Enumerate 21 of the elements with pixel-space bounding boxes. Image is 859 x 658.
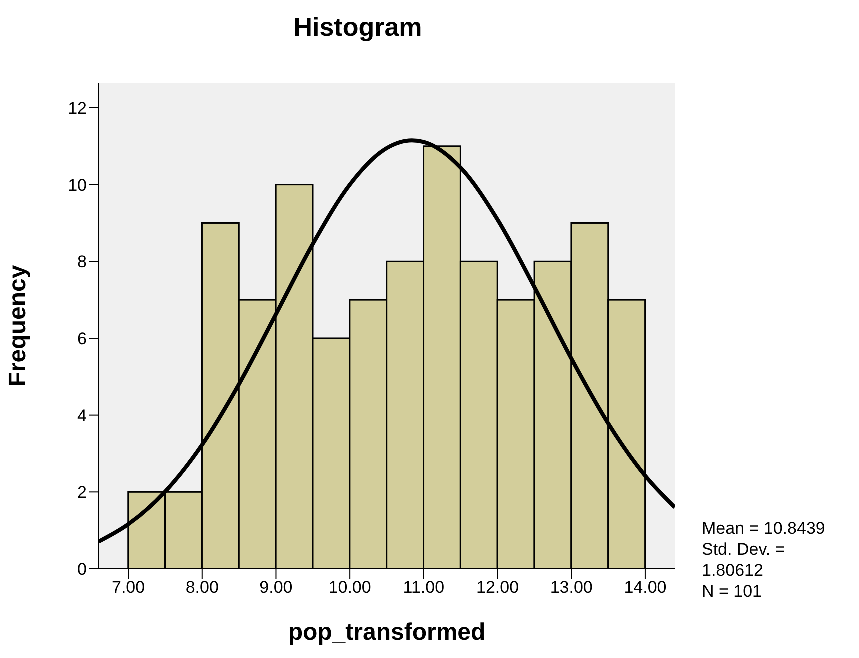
x-tick-label: 14.00 [624,578,667,598]
x-tick-label: 12.00 [476,578,520,598]
x-tick-label: 9.00 [260,578,293,598]
y-tick-label: 8 [78,252,87,272]
y-tick-label: 4 [78,406,87,426]
x-axis-title: pop_transformed [288,619,486,646]
y-axis-title: Frequency [4,264,32,387]
y-tick-label: 6 [78,330,87,349]
x-tick-label: 11.00 [403,578,445,598]
x-tick-label: 13.00 [550,578,593,598]
text: Mean = 10.8439 [702,518,826,539]
text: Std. Dev. = 1.80612 [702,539,786,581]
y-tick-label: 2 [78,483,87,502]
chart-title: Histogram [292,12,424,43]
text: N = 101 [702,581,764,602]
x-tick-label: 8.00 [186,578,219,598]
y-tick-label: 12 [68,99,87,118]
x-tick-label: 10.00 [328,578,372,598]
x-tick-label: 7.00 [112,578,146,598]
y-tick-label: 10 [68,176,87,195]
y-tick-label: 0 [78,560,87,580]
